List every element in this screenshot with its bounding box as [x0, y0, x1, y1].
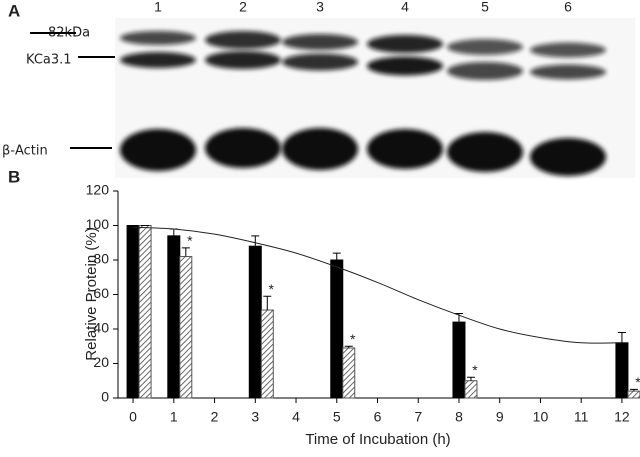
bar [627, 390, 640, 399]
x-tick-label: 1 [170, 409, 178, 425]
significance-mark: * [269, 281, 275, 297]
band-label: KCa3.1 [26, 53, 72, 68]
band [447, 39, 523, 55]
y-tick-label: 120 [86, 182, 110, 198]
bar [615, 342, 629, 399]
y-tick-label: 40 [93, 320, 109, 336]
panel-label: A [8, 1, 20, 20]
error-bar [466, 376, 475, 381]
lane-label: 4 [401, 0, 409, 15]
x-tick-label: 6 [374, 409, 382, 425]
band [205, 31, 281, 49]
y-tick-label: 80 [93, 251, 109, 267]
error-bar [629, 388, 638, 392]
error-bar [169, 228, 178, 236]
band [205, 51, 281, 69]
y-tick-label: 20 [93, 354, 109, 370]
x-tick-label: 12 [614, 409, 630, 425]
band-label: β-Actin [2, 144, 48, 159]
bar [464, 380, 478, 399]
x-tick-label: 4 [292, 409, 300, 425]
x-axis-label: Time of Incubation (h) [305, 431, 450, 448]
error-bar [251, 235, 260, 247]
band [120, 129, 196, 171]
significance-mark: * [350, 331, 356, 347]
panel-label: B [8, 167, 20, 186]
band [282, 53, 358, 71]
bar [452, 321, 466, 399]
band [367, 56, 443, 76]
x-tick-label: 7 [414, 409, 422, 425]
lane-label: 6 [564, 0, 572, 15]
x-tick-label: 10 [533, 409, 549, 425]
bar [342, 347, 356, 399]
band [530, 138, 606, 176]
lane-label: 3 [316, 0, 324, 15]
x-tick-label: 3 [251, 409, 259, 425]
y-axis-label: Relative Protein (%) [83, 227, 100, 360]
lane-label: 2 [239, 0, 247, 15]
x-tick-label: 9 [496, 409, 504, 425]
x-tick-label: 2 [211, 409, 219, 425]
y-tick-label: 100 [86, 216, 110, 232]
lane-label: 1 [154, 0, 162, 15]
band [120, 52, 196, 68]
band [367, 129, 443, 169]
bar [179, 256, 193, 399]
band [530, 64, 606, 80]
bar [167, 235, 181, 399]
significance-mark: * [472, 362, 478, 378]
bar [260, 309, 274, 399]
bar [330, 259, 344, 399]
error-bar [181, 247, 190, 257]
y-tick-label: 0 [101, 389, 109, 405]
significance-mark: * [187, 233, 193, 249]
x-tick-label: 0 [129, 409, 137, 425]
y-tick-label: 60 [93, 285, 109, 301]
x-tick-label: 11 [574, 409, 589, 425]
band [447, 132, 523, 172]
error-bar [344, 345, 353, 348]
x-tick-label: 5 [333, 409, 341, 425]
band [120, 31, 196, 45]
error-bar [332, 252, 341, 260]
band [282, 34, 358, 50]
band [367, 35, 443, 53]
band [530, 42, 606, 58]
bar [126, 225, 140, 399]
band [205, 128, 281, 168]
western-blot [115, 18, 635, 178]
bar [138, 225, 152, 399]
lane-label: 5 [481, 0, 489, 15]
error-bar [617, 331, 626, 343]
error-bar [263, 295, 272, 311]
bar [248, 245, 262, 399]
band [447, 62, 523, 80]
significance-mark: * [635, 374, 640, 390]
band [282, 128, 358, 170]
fit-curve [133, 226, 622, 344]
x-tick-label: 8 [455, 409, 463, 425]
